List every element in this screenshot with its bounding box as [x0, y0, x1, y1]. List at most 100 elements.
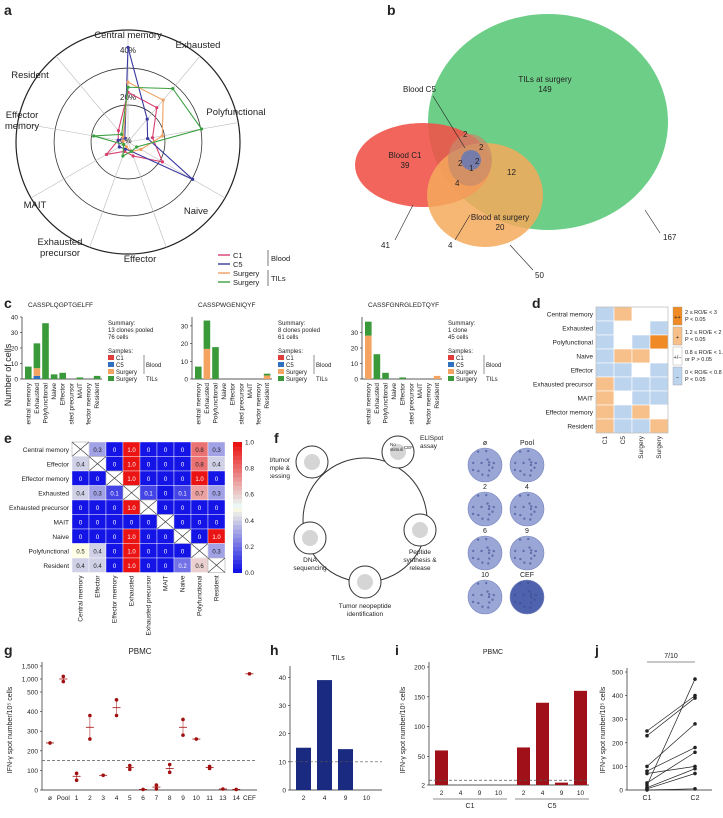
cell-value: 0 — [79, 477, 83, 483]
category-label: MAIT — [247, 383, 254, 399]
heat-cell — [595, 348, 615, 364]
well-spot — [492, 505, 495, 509]
data-point — [221, 787, 225, 791]
well-spot — [527, 537, 530, 541]
category-label: 6 — [141, 795, 145, 802]
legend-label: C5 — [456, 363, 464, 369]
radar-point — [126, 45, 130, 50]
venn-surgery-count: 20 — [496, 223, 505, 232]
tick-label: 500 — [27, 690, 38, 697]
tick-label: 30 — [351, 330, 359, 337]
category-label: 2 — [302, 795, 306, 802]
cell-value: 0.4 — [76, 491, 85, 497]
category-label: MAIT — [417, 383, 424, 399]
well-spot — [529, 463, 533, 467]
legend-label: P < 0.05 — [685, 377, 706, 383]
well-spot — [519, 469, 522, 473]
well-spot — [518, 582, 522, 585]
venn-overlap-count: 2 — [479, 143, 484, 152]
category-label: 9 — [560, 790, 564, 797]
chart-title: PBMC — [483, 649, 503, 656]
colorbar-step — [233, 494, 242, 500]
cell-value: 0 — [164, 462, 168, 468]
panel-d: d Central memory Exhausted Polyfunctional N… — [528, 295, 723, 465]
well-spot — [471, 600, 475, 604]
well-spot — [485, 493, 488, 497]
legend-label: P < 0.05 — [685, 337, 706, 343]
heat-cell — [595, 404, 615, 420]
tick-label: 2 — [421, 783, 425, 790]
venn-outside-count: 167 — [663, 233, 677, 242]
cell-value: 0.1 — [144, 491, 153, 497]
cell-value: 0 — [147, 462, 151, 468]
data-point — [693, 787, 697, 791]
workflow-step-label: Blood/tumor — [270, 457, 291, 464]
panel-b: b TILs at surgery 149 Blood C1 39 Blood at s… — [305, 0, 723, 300]
legend-label: Surgery — [116, 377, 137, 383]
tick-label: 20 — [11, 346, 19, 353]
well-spot — [487, 518, 490, 521]
legend-symbol: +/− — [674, 355, 682, 361]
clone-bar-charts: Number of cells CASSPLQGPTGELFF 0 10 20 30 40 C… — [3, 302, 501, 425]
tils-bar-chart: TILs 0 10 20 30 40 2 4 9 10 — [279, 655, 382, 802]
category-label: C2 — [691, 795, 700, 802]
data-point — [693, 722, 697, 726]
category-label: 4 — [323, 795, 327, 802]
well-spot — [513, 468, 517, 472]
legend-swatch — [278, 362, 284, 367]
bar-segment — [433, 375, 441, 379]
cell-value: 0 — [147, 564, 151, 570]
heat-cell — [649, 390, 669, 406]
legend-group-label: Blood — [316, 363, 331, 369]
panel-label-j: j — [595, 642, 599, 658]
heat-cell — [649, 376, 669, 392]
leader-line — [454, 214, 471, 241]
row-label: Exhausted — [562, 326, 593, 333]
venn-overlap-count: 1 — [469, 164, 474, 173]
well-spot — [488, 461, 491, 464]
elispot-well — [509, 579, 545, 615]
category-label: Exhausted precursor — [68, 382, 75, 425]
panel-label-e: e — [4, 430, 12, 446]
colorbar-step — [233, 463, 242, 469]
bar-segment — [33, 375, 41, 379]
workflow-step-label: synthesis & — [403, 557, 437, 564]
radar-point — [160, 134, 164, 138]
bar-segment — [59, 372, 66, 379]
legend-label: C5 — [233, 260, 243, 269]
workflow-step-label: processing — [270, 473, 290, 480]
well-spot — [492, 461, 495, 465]
colorbar-step — [233, 502, 242, 508]
bar-segment — [42, 323, 49, 379]
radar-chart: Central memory Exhausted Polyfunctional Nai… — [5, 29, 290, 287]
col-label: C1 — [602, 436, 609, 445]
radar-point — [155, 106, 159, 110]
legend-title: Samples: — [278, 349, 303, 355]
heat-cell — [595, 306, 615, 322]
diag-cross — [190, 543, 209, 559]
radar-axis-label: Naive — [184, 206, 208, 217]
category-label: Naive — [51, 383, 58, 400]
radar-point — [131, 154, 135, 158]
category-label: Effector memory — [86, 382, 93, 425]
legend-title: Samples: — [448, 349, 473, 355]
colorbar-step — [233, 459, 242, 465]
cell-value: 1.0 — [127, 564, 136, 570]
workflow-node — [381, 435, 415, 469]
colorbar-step — [233, 442, 242, 447]
category-label: Effector — [400, 382, 407, 405]
colorbar-step — [233, 568, 242, 573]
summary-text: Summary: — [108, 321, 136, 327]
col-label: Exhausted — [129, 575, 136, 606]
heat-cell — [649, 334, 669, 350]
well-spot — [523, 517, 526, 520]
row-label: Naive — [576, 354, 593, 361]
data-point — [101, 773, 105, 778]
legend-label: Surgery — [456, 377, 477, 383]
cell-value: 0 — [164, 477, 168, 483]
well-spot — [481, 517, 484, 520]
cell-value: 0 — [215, 506, 219, 512]
elispot-well — [467, 535, 503, 571]
bar-segment — [195, 366, 202, 379]
venn-outside-count: 4 — [448, 241, 453, 250]
